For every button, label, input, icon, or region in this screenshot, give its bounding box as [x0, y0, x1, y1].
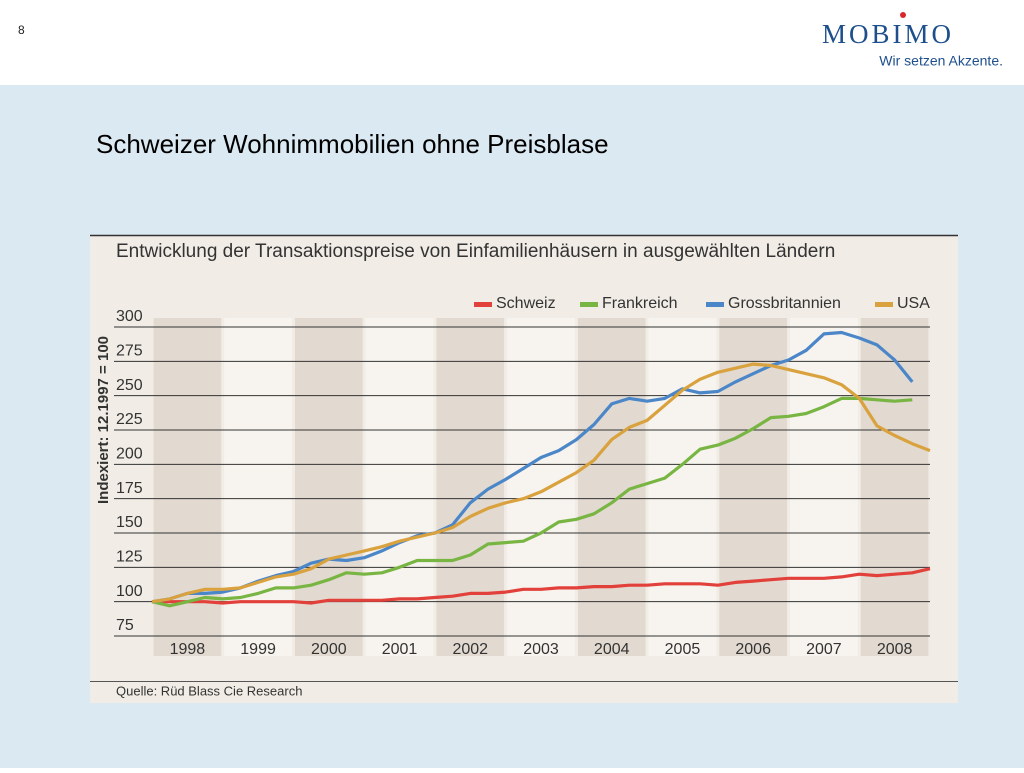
legend-label: USA [897, 295, 930, 312]
x-tick-label: 2001 [382, 641, 418, 658]
y-tick-label: 250 [116, 377, 143, 394]
y-tick-label: 275 [116, 343, 143, 360]
x-tick-label: 2004 [594, 641, 630, 658]
year-band [365, 318, 434, 656]
year-band [224, 318, 292, 656]
x-tick-label: 2007 [806, 641, 842, 658]
y-tick-label: 150 [116, 514, 143, 531]
legend-swatch [474, 302, 492, 307]
logo-tagline: Wir setzen Akzente. [879, 53, 1003, 69]
x-tick-label: 1999 [240, 641, 276, 658]
legend-swatch [875, 302, 893, 307]
year-band [294, 318, 363, 656]
header-bar [0, 0, 1024, 85]
series-line [151, 396, 913, 608]
x-tick-label: 2006 [735, 641, 771, 658]
legend-label: Grossbritannien [728, 295, 841, 312]
legend-label: Frankreich [602, 295, 678, 312]
x-tick-label: 1998 [170, 641, 206, 658]
source: Quelle: Rüd Blass Cie Research [116, 683, 302, 698]
y-tick-label: 300 [116, 308, 143, 325]
legend-label: Schweiz [496, 295, 556, 312]
y-tick-label: 125 [116, 549, 143, 566]
legend-swatch [580, 302, 598, 307]
logo: MOBIMO [822, 19, 954, 49]
series-line [151, 362, 931, 604]
y-tick-label: 175 [116, 480, 143, 497]
x-tick-label: 2003 [523, 641, 559, 658]
plot: 1998 1999 2000 2001 2002 2003 2004 2005 2006 2007… [114, 295, 931, 658]
logo-dot [900, 12, 906, 18]
x-tick-label: 2000 [311, 641, 347, 658]
year-band [507, 318, 575, 656]
year-band [790, 318, 858, 656]
y-axis-label: Indexiert: 12.1997 = 100 [95, 336, 112, 504]
legend-swatch [706, 302, 724, 307]
slide-title: Schweizer Wohnimmobilien ohne Preisblase [96, 129, 609, 159]
x-tick-label: 2005 [665, 641, 701, 658]
year-band [860, 318, 929, 656]
y-tick-label: 75 [116, 617, 134, 634]
year-band [648, 318, 717, 656]
y-tick-label: 100 [116, 583, 143, 600]
x-tick-label: 2002 [452, 641, 488, 658]
y-tick-label: 225 [116, 411, 143, 428]
series-line [152, 567, 931, 605]
chart-title: Entwicklung der Transaktionspreise von E… [116, 241, 835, 262]
page-number: 8 [18, 23, 25, 37]
x-tick-label: 2008 [877, 641, 913, 658]
y-tick-label: 200 [116, 446, 143, 463]
